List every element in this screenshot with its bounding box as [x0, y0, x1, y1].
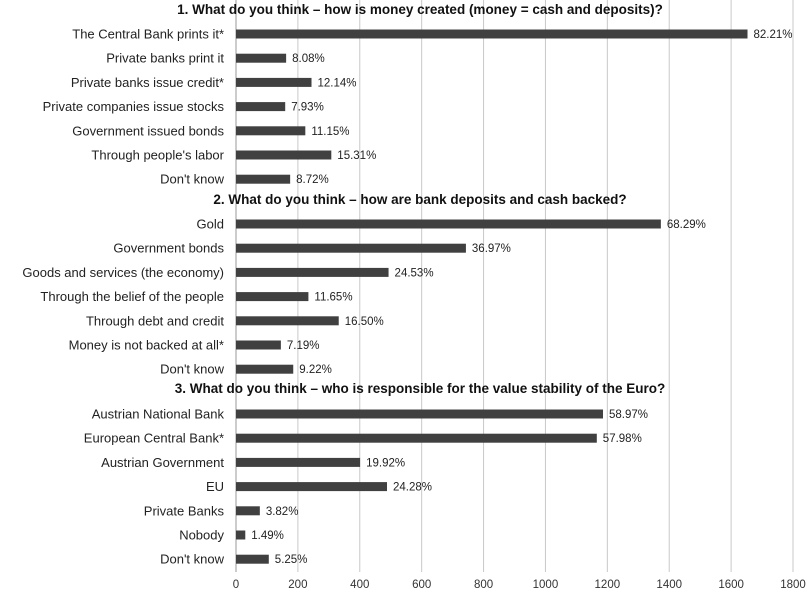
data-label: 58.97%	[609, 409, 648, 421]
bar	[236, 53, 287, 63]
bar	[236, 102, 286, 112]
category-label: Don't know	[160, 552, 225, 567]
category-label: Government bonds	[113, 241, 224, 256]
data-label: 82.21%	[754, 29, 793, 41]
bar	[236, 506, 260, 516]
data-label: 7.93%	[291, 102, 324, 114]
data-label: 57.98%	[603, 433, 642, 445]
category-label: Through debt and credit	[86, 313, 224, 328]
x-tick-label: 1600	[718, 579, 744, 591]
grid-lines	[235, 0, 794, 572]
x-tick-label: 800	[474, 579, 493, 591]
category-label: Private Banks	[144, 503, 225, 518]
labels: 0 200 400 600 800 1000 1200 1400 1600 1800 1. What…	[22, 2, 805, 591]
x-tick-label: 0	[233, 579, 239, 591]
category-label: Through the belief of the people	[40, 289, 224, 304]
category-label: Don't know	[160, 362, 225, 377]
section-title: 3. What do you think – who is responsibl…	[175, 381, 666, 396]
bar	[236, 126, 306, 136]
data-label: 24.53%	[395, 267, 434, 279]
category-label: Don't know	[160, 172, 225, 187]
data-label: 36.97%	[472, 243, 511, 255]
bar	[236, 292, 309, 302]
category-label: Private banks issue credit*	[71, 75, 224, 90]
bar	[236, 364, 294, 374]
category-label: Money is not backed at all*	[69, 338, 224, 353]
bar	[236, 530, 246, 540]
bar	[236, 243, 466, 253]
category-label: Austrian National Bank	[92, 407, 225, 422]
category-label: The Central Bank prints it*	[72, 27, 224, 42]
data-label: 24.28%	[393, 482, 432, 494]
data-label: 19.92%	[366, 457, 405, 469]
x-tick-label: 1200	[595, 579, 621, 591]
x-tick-label: 400	[350, 579, 369, 591]
bar	[236, 77, 312, 87]
data-label: 11.65%	[314, 292, 352, 304]
data-label: 15.31%	[337, 150, 376, 162]
bars	[236, 29, 748, 564]
category-label: Private banks print it	[106, 51, 224, 66]
section-title: 1. What do you think – how is money crea…	[177, 2, 663, 17]
category-label: Government issued bonds	[72, 123, 224, 138]
category-label: EU	[206, 479, 224, 494]
data-label: 16.50%	[345, 316, 384, 328]
x-tick-label: 1000	[533, 579, 559, 591]
bar	[236, 316, 339, 326]
bar	[236, 29, 748, 39]
category-label: Goods and services (the economy)	[22, 265, 224, 280]
data-label: 11.15%	[311, 126, 349, 138]
x-tick-label: 200	[288, 579, 307, 591]
category-label: Austrian Government	[101, 455, 224, 470]
bar	[236, 482, 388, 492]
x-tick-label: 1400	[656, 579, 682, 591]
bar	[236, 219, 661, 229]
data-label: 7.19%	[287, 340, 320, 352]
bar	[236, 409, 604, 419]
data-label: 8.08%	[292, 53, 325, 65]
data-label: 5.25%	[275, 554, 308, 566]
bar	[236, 433, 597, 443]
bar	[236, 457, 361, 467]
data-label: 1.49%	[251, 530, 284, 542]
data-label: 9.22%	[299, 364, 332, 376]
bar	[236, 150, 332, 160]
bar	[236, 554, 269, 564]
bar	[236, 174, 291, 184]
section-title: 2. What do you think – how are bank depo…	[213, 192, 626, 207]
category-label: Private companies issue stocks	[43, 99, 225, 114]
category-label: Through people's labor	[91, 148, 224, 163]
data-label: 12.14%	[318, 77, 357, 89]
category-label: Nobody	[179, 528, 224, 543]
x-tick-label: 600	[412, 579, 431, 591]
bar	[236, 267, 389, 277]
bar	[236, 340, 281, 350]
data-label: 68.29%	[667, 219, 706, 231]
data-label: 3.82%	[266, 506, 299, 518]
x-tick-label: 1800	[780, 579, 806, 591]
category-label: Gold	[197, 217, 224, 232]
category-label: European Central Bank*	[84, 431, 224, 446]
data-label: 8.72%	[296, 174, 329, 186]
